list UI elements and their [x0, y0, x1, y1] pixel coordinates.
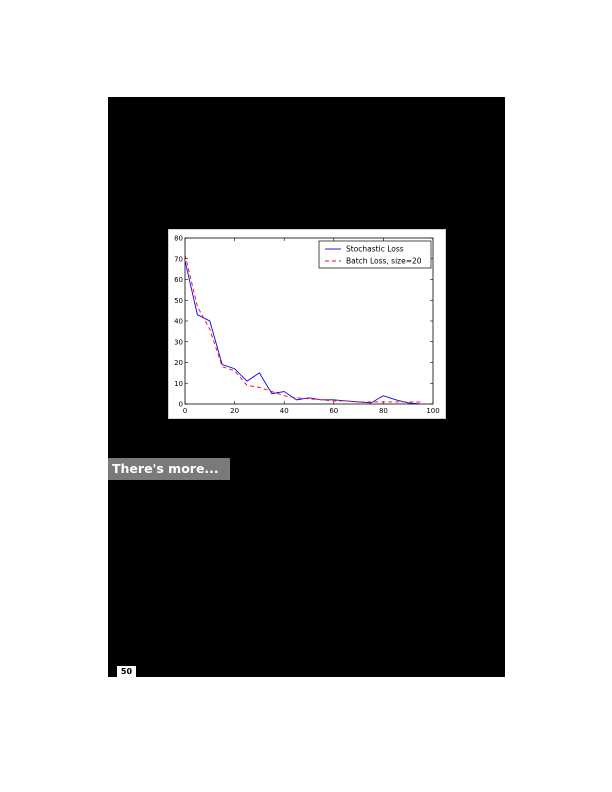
- y-tick-label: 10: [174, 380, 183, 388]
- x-tick-label: 60: [329, 407, 338, 415]
- y-tick-label: 50: [174, 297, 183, 305]
- x-tick-label: 100: [426, 407, 439, 415]
- y-tick-label: 30: [174, 338, 183, 346]
- y-tick-label: 70: [174, 255, 183, 263]
- legend-label: Batch Loss, size=20: [346, 257, 422, 266]
- y-tick-label: 80: [174, 235, 183, 243]
- x-tick-label: 0: [183, 407, 187, 415]
- y-tick-label: 20: [174, 359, 183, 367]
- x-tick-label: 40: [280, 407, 289, 415]
- loss-chart: 0 20 40 60 80 100 0 10 20 30 40 50 60 70 80 Stochastic …: [168, 229, 446, 419]
- page-number: 50: [117, 666, 136, 677]
- x-tick-label: 80: [379, 407, 388, 415]
- y-tick-label: 0: [179, 401, 183, 409]
- legend-label: Stochastic Loss: [346, 245, 404, 254]
- legend-box: [318, 240, 432, 269]
- y-tick-label: 60: [174, 276, 183, 284]
- y-tick-label: 40: [174, 318, 183, 326]
- series-line-stochastic-loss: [184, 260, 421, 405]
- x-tick-label: 20: [230, 407, 239, 415]
- chart-canvas: 0 20 40 60 80 100 0 10 20 30 40 50 60 70 80 Stochastic …: [174, 235, 440, 416]
- series-line-batch-loss: [184, 254, 421, 403]
- section-heading: There's more...: [108, 458, 230, 480]
